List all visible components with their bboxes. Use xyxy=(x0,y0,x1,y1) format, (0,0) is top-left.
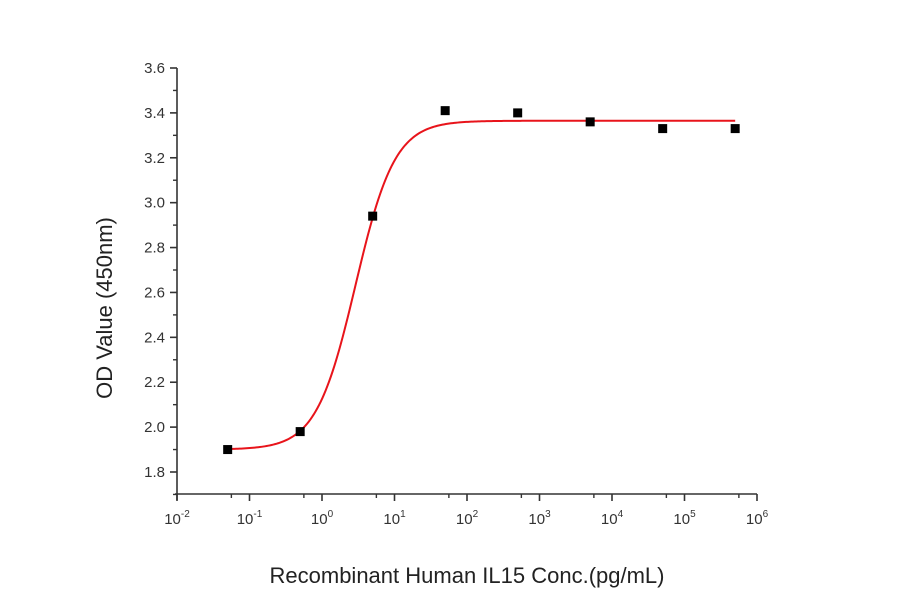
x-tick-label: 105 xyxy=(673,509,696,528)
x-tick-label: 104 xyxy=(601,509,624,528)
y-tick-label: 1.8 xyxy=(144,464,165,481)
y-axis: 1.8 2.0 2.2 2.4 2.6 2.8 3.0 3.2 3.4 3.6 xyxy=(144,60,178,500)
x-tick-label: 10-1 xyxy=(237,509,263,528)
y-tick-label: 2.8 xyxy=(144,240,165,257)
x-tick-label: 101 xyxy=(383,509,406,528)
x-tick-label: 103 xyxy=(528,509,551,528)
x-tick-label: 106 xyxy=(746,509,769,528)
data-point xyxy=(440,106,450,116)
y-tick-label: 2.2 xyxy=(144,374,165,391)
y-tick-label: 2.0 xyxy=(144,419,165,436)
y-axis-title: OD Value (450nm) xyxy=(92,217,117,399)
data-point xyxy=(513,108,523,118)
x-axis: 10-2 10-1 100 101 102 103 104 105 106 xyxy=(164,493,769,528)
data-point xyxy=(223,445,233,455)
y-tick-label: 2.4 xyxy=(144,329,165,346)
data-point xyxy=(585,117,595,127)
data-points xyxy=(223,106,740,455)
fit-curve xyxy=(227,119,736,451)
x-tick-label: 100 xyxy=(311,509,334,528)
data-point xyxy=(658,124,668,134)
y-tick-label: 2.6 xyxy=(144,284,165,301)
x-axis-title: Recombinant Human IL15 Conc.(pg/mL) xyxy=(270,563,665,588)
data-point xyxy=(368,211,378,221)
y-tick-label: 3.6 xyxy=(144,60,165,77)
x-tick-label: 102 xyxy=(456,509,479,528)
data-point xyxy=(295,427,305,437)
y-tick-label: 3.2 xyxy=(144,150,165,167)
y-tick-label: 3.0 xyxy=(144,195,165,212)
x-tick-label: 10-2 xyxy=(164,509,190,528)
y-tick-label: 3.4 xyxy=(144,105,165,122)
data-point xyxy=(730,124,740,134)
